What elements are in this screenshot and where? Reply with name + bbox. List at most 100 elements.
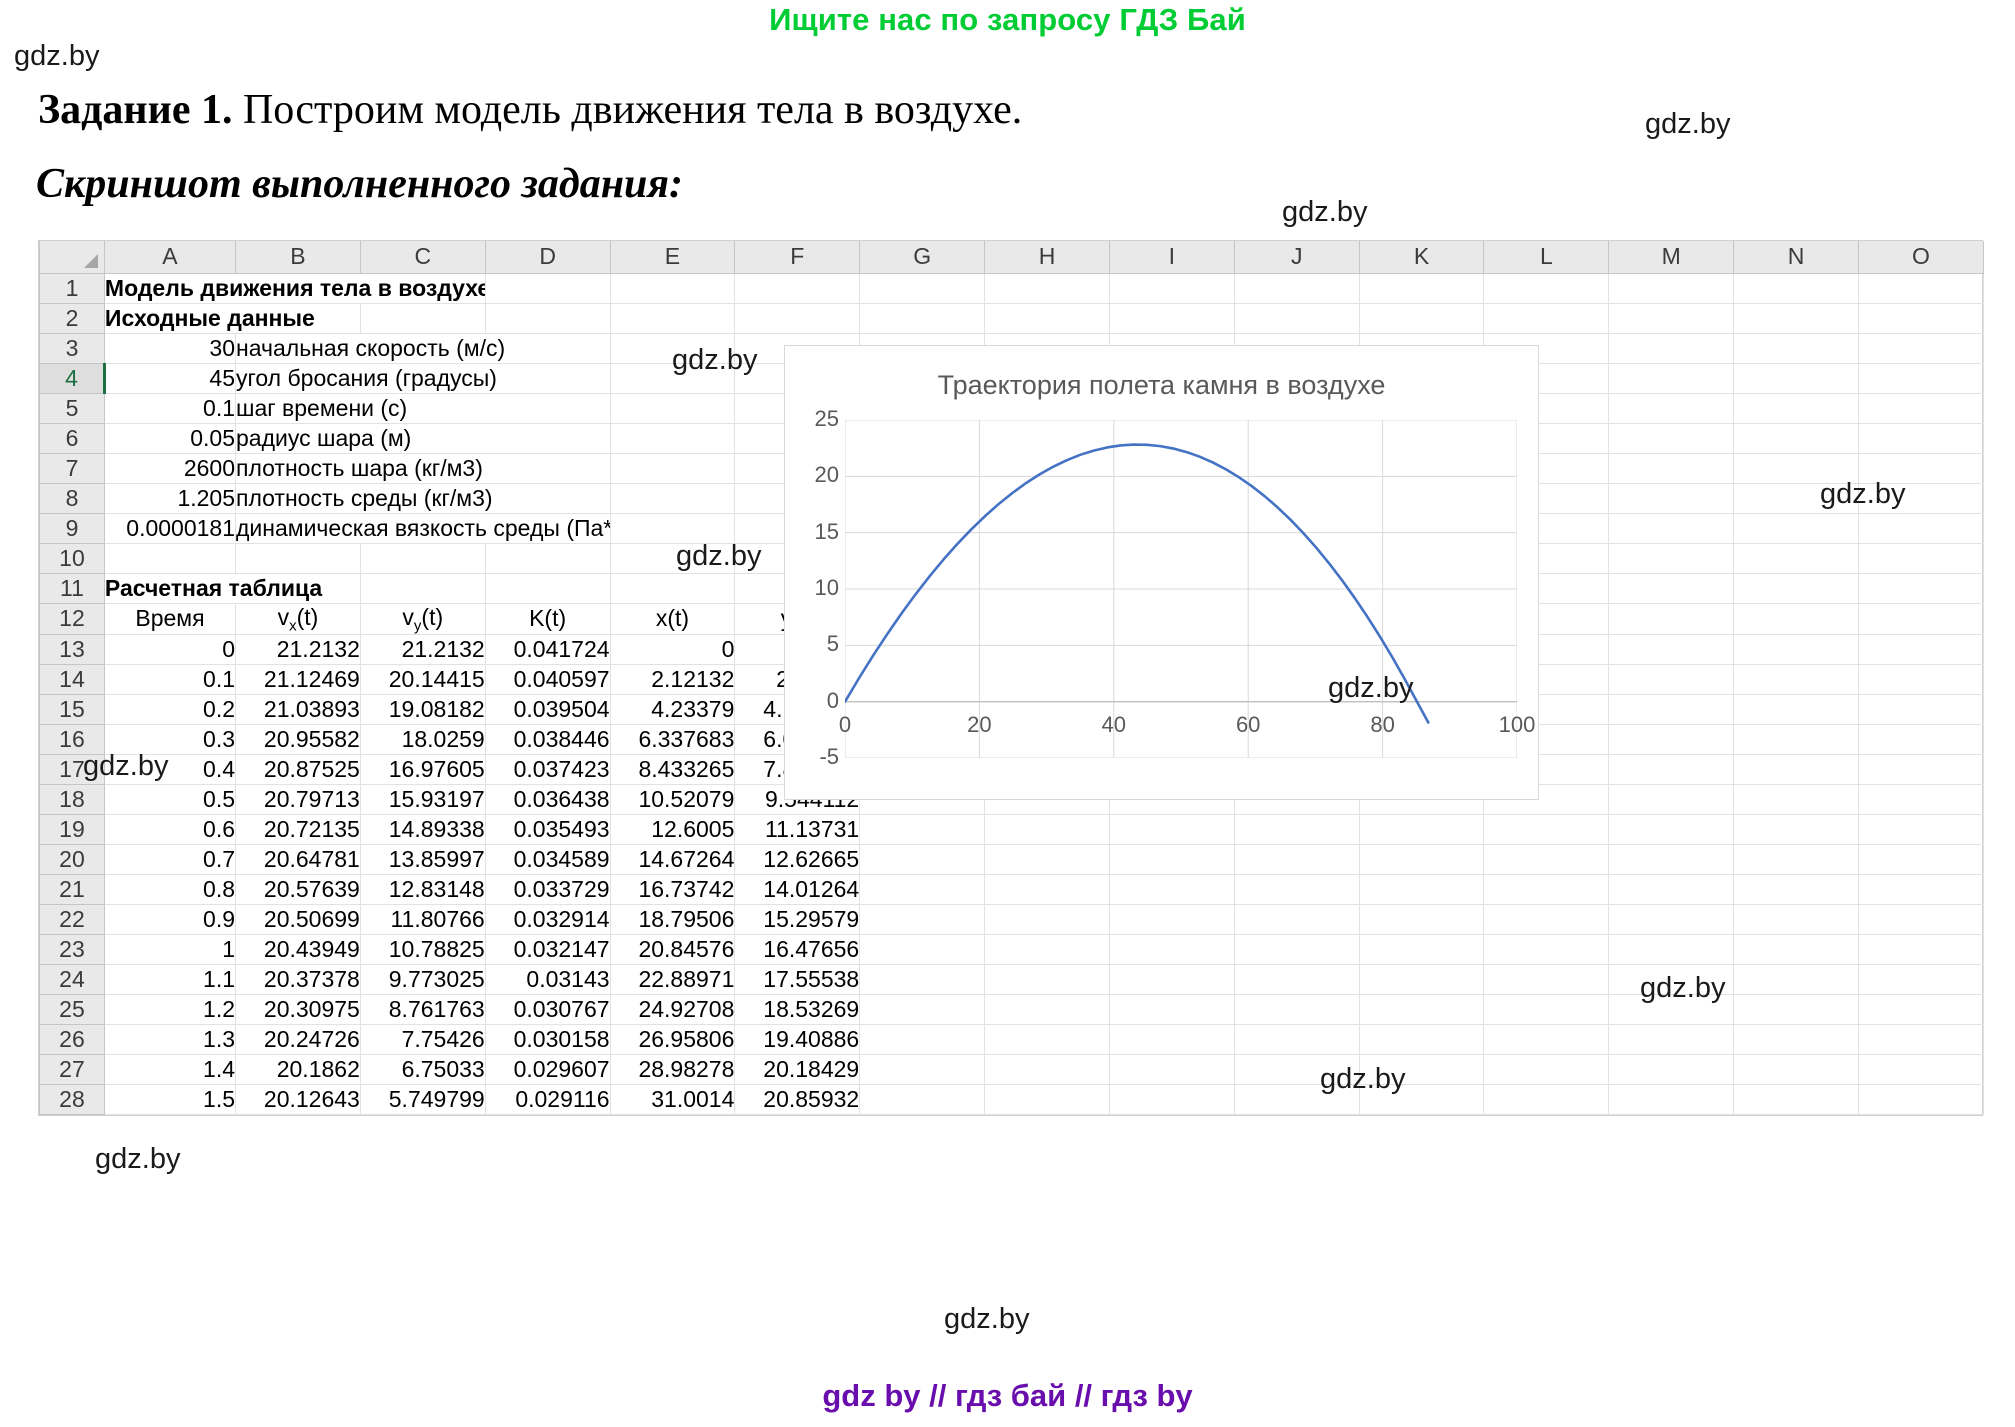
calc-header-0[interactable]: Время bbox=[103, 602, 237, 636]
cell-empty[interactable] bbox=[859, 964, 986, 996]
cell-x[interactable]: 26.95806 bbox=[609, 1024, 736, 1056]
cell-time[interactable]: 0.4 bbox=[103, 754, 237, 786]
calc-header-4[interactable]: x(t) bbox=[609, 602, 736, 636]
cell-time[interactable]: 0.9 bbox=[103, 904, 237, 936]
cell-empty[interactable] bbox=[1483, 1084, 1610, 1116]
cell-vx[interactable]: 21.12469 bbox=[235, 664, 361, 696]
cell-empty[interactable] bbox=[1608, 572, 1735, 604]
cell-y[interactable]: 19.40886 bbox=[734, 1024, 861, 1056]
row-header-19[interactable]: 19 bbox=[39, 814, 105, 846]
cell-empty[interactable] bbox=[609, 362, 736, 394]
cell-empty[interactable] bbox=[984, 934, 1110, 966]
cell-vx[interactable]: 20.64781 bbox=[235, 844, 361, 876]
cell-empty[interactable] bbox=[859, 1024, 986, 1056]
cell-empty[interactable] bbox=[1108, 814, 1235, 846]
cell-empty[interactable] bbox=[609, 272, 736, 304]
cell-empty[interactable] bbox=[1857, 994, 1985, 1026]
column-header-b[interactable]: B bbox=[235, 241, 361, 274]
cell-empty[interactable] bbox=[1608, 1024, 1735, 1056]
cell-empty[interactable] bbox=[1857, 572, 1985, 604]
cell-empty[interactable] bbox=[1733, 934, 1859, 966]
cell-empty[interactable] bbox=[1608, 1084, 1735, 1116]
cell-empty[interactable] bbox=[1857, 602, 1985, 636]
cell-empty[interactable] bbox=[609, 452, 736, 484]
cell-vy[interactable]: 9.773025 bbox=[359, 964, 486, 996]
cell-time[interactable]: 1 bbox=[103, 934, 237, 966]
cell-empty[interactable] bbox=[1733, 332, 1859, 364]
cell-empty[interactable] bbox=[484, 542, 611, 574]
cell-empty[interactable] bbox=[1358, 904, 1485, 936]
cell-k[interactable]: 0.038446 bbox=[484, 724, 611, 756]
cell-x[interactable]: 31.0014 bbox=[609, 1084, 736, 1116]
cell-time[interactable]: 0 bbox=[103, 634, 237, 666]
cell-k[interactable]: 0.039504 bbox=[484, 694, 611, 726]
cell-empty[interactable] bbox=[1857, 302, 1985, 334]
cell-empty[interactable] bbox=[859, 904, 986, 936]
cell-empty[interactable] bbox=[984, 994, 1110, 1026]
cell-time[interactable]: 0.2 bbox=[103, 694, 237, 726]
cell-empty[interactable] bbox=[1233, 302, 1360, 334]
cell-vy[interactable]: 21.2132 bbox=[359, 634, 486, 666]
cell-vx[interactable]: 20.95582 bbox=[235, 724, 361, 756]
cell-x[interactable]: 6.337683 bbox=[609, 724, 736, 756]
row-header-18[interactable]: 18 bbox=[39, 784, 105, 816]
cell-empty[interactable] bbox=[1857, 844, 1985, 876]
cell-empty[interactable] bbox=[1483, 814, 1610, 846]
column-header-g[interactable]: G bbox=[859, 241, 986, 274]
cell-empty[interactable] bbox=[1857, 634, 1985, 666]
cell-empty[interactable] bbox=[1733, 1024, 1859, 1056]
cell-empty[interactable] bbox=[1608, 844, 1735, 876]
cell-empty[interactable] bbox=[1608, 664, 1735, 696]
cell-vy[interactable]: 14.89338 bbox=[359, 814, 486, 846]
cell-empty[interactable] bbox=[859, 874, 986, 906]
cell-empty[interactable] bbox=[859, 1084, 986, 1116]
row-header-11[interactable]: 11 bbox=[39, 572, 105, 604]
row-header-14[interactable]: 14 bbox=[39, 664, 105, 696]
cell-empty[interactable] bbox=[984, 1054, 1110, 1086]
cell-empty[interactable] bbox=[1733, 572, 1859, 604]
row-header-4[interactable]: 4 bbox=[39, 362, 105, 394]
cell-empty[interactable] bbox=[1857, 1024, 1985, 1056]
cell-vy[interactable]: 7.75426 bbox=[359, 1024, 486, 1056]
cell-empty[interactable] bbox=[1358, 1024, 1485, 1056]
calc-header-3[interactable]: K(t) bbox=[484, 602, 611, 636]
cell-empty[interactable] bbox=[1857, 904, 1985, 936]
cell-vy[interactable]: 19.08182 bbox=[359, 694, 486, 726]
cell-empty[interactable] bbox=[1733, 512, 1859, 544]
cell-empty[interactable] bbox=[1733, 1084, 1859, 1116]
cell-empty[interactable] bbox=[1608, 452, 1735, 484]
cell-empty[interactable] bbox=[1733, 814, 1859, 846]
cell-x[interactable]: 28.98278 bbox=[609, 1054, 736, 1086]
cell-param-label[interactable]: динамическая вязкость среды (Па*с) bbox=[235, 512, 611, 544]
cell-vx[interactable]: 20.43949 bbox=[235, 934, 361, 966]
cell-vx[interactable]: 20.12643 bbox=[235, 1084, 361, 1116]
cell-empty[interactable] bbox=[1857, 542, 1985, 574]
cell-empty[interactable] bbox=[1358, 1054, 1485, 1086]
cell-empty[interactable] bbox=[1733, 904, 1859, 936]
cell-empty[interactable] bbox=[1108, 844, 1235, 876]
row-header-23[interactable]: 23 bbox=[39, 934, 105, 966]
cell-empty[interactable] bbox=[609, 482, 736, 514]
cell-empty[interactable] bbox=[1857, 272, 1985, 304]
cell-param-value[interactable]: 45 bbox=[102, 362, 237, 394]
row-header-20[interactable]: 20 bbox=[39, 844, 105, 876]
cell-empty[interactable] bbox=[1608, 302, 1735, 334]
row-header-15[interactable]: 15 bbox=[39, 694, 105, 726]
cell-time[interactable]: 1.5 bbox=[103, 1084, 237, 1116]
cell-empty[interactable] bbox=[609, 392, 736, 424]
cell-empty[interactable] bbox=[1483, 844, 1610, 876]
cell-empty[interactable] bbox=[984, 874, 1110, 906]
cell-empty[interactable] bbox=[1483, 302, 1610, 334]
cell-empty[interactable] bbox=[1108, 934, 1235, 966]
cell-empty[interactable] bbox=[609, 422, 736, 454]
cell-param-value[interactable]: 1.205 bbox=[103, 482, 237, 514]
cell-vx[interactable]: 20.79713 bbox=[235, 784, 361, 816]
cell-empty[interactable] bbox=[859, 302, 986, 334]
cell-vx[interactable]: 20.1862 bbox=[235, 1054, 361, 1086]
cell-vx[interactable]: 20.87525 bbox=[235, 754, 361, 786]
cell-k[interactable]: 0.029116 bbox=[484, 1084, 611, 1116]
row-header-28[interactable]: 28 bbox=[39, 1084, 105, 1116]
cell-empty[interactable] bbox=[1233, 844, 1360, 876]
cell-empty[interactable] bbox=[1608, 904, 1735, 936]
cell-empty[interactable] bbox=[1233, 934, 1360, 966]
